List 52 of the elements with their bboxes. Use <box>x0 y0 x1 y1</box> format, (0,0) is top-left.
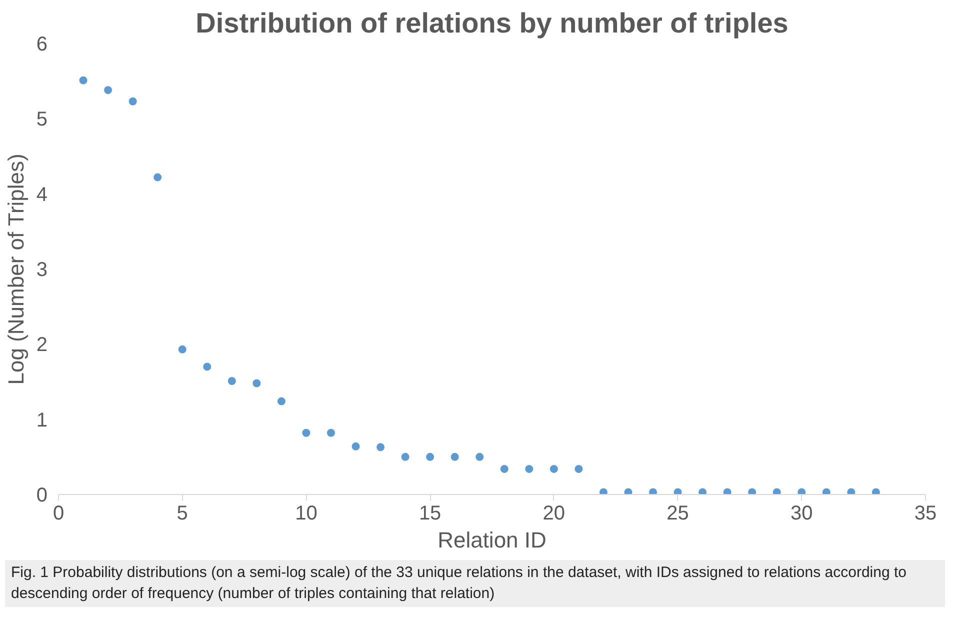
y-tick-label: 0 <box>36 484 48 506</box>
x-tick-label: 10 <box>295 502 318 524</box>
point <box>649 488 658 494</box>
point <box>252 379 261 388</box>
point <box>772 488 781 494</box>
y-axis-title: Log (Number of Triples) <box>3 154 28 385</box>
chart-title: Distribution of relations by number of triples <box>196 8 788 38</box>
point <box>624 488 632 494</box>
point <box>128 97 137 106</box>
point <box>574 464 583 473</box>
point <box>352 442 360 450</box>
point <box>401 452 410 461</box>
point <box>723 488 732 494</box>
y-tick-label: 5 <box>36 108 48 131</box>
point <box>872 488 880 494</box>
x-tick-label: 15 <box>418 502 442 524</box>
point <box>674 488 682 494</box>
caption: Fig. 1 Probability distributions (on a semi-log scale) of the 33 unique relations in the dataset, with IDs assigned to relations according to descending order of frequency (number of triples containing that relation) <box>11 563 908 604</box>
y-tick-label: 3 <box>36 259 48 281</box>
x-axis-title: Relation ID <box>438 528 546 552</box>
point <box>599 488 608 494</box>
x-tick-label: 20 <box>542 502 566 524</box>
y-tick-label: 1 <box>36 409 48 432</box>
point <box>277 397 286 406</box>
point <box>550 464 558 473</box>
point <box>302 428 310 437</box>
point <box>822 488 830 494</box>
point <box>450 452 459 461</box>
point <box>698 488 707 494</box>
x-tick-label: 0 <box>52 502 64 524</box>
point <box>376 443 385 452</box>
point <box>525 464 534 473</box>
point <box>79 76 88 84</box>
point <box>500 464 508 473</box>
x-tick-label: 25 <box>666 502 689 524</box>
x-tick-label: 35 <box>914 502 937 524</box>
point <box>326 428 335 437</box>
point <box>178 345 186 354</box>
point <box>748 488 756 494</box>
point <box>228 377 236 385</box>
y-tick-label: 2 <box>36 334 48 356</box>
x-tick-label: 30 <box>790 502 813 524</box>
point <box>104 86 112 94</box>
x-tick-label: 5 <box>176 502 188 524</box>
y-tick-label: 4 <box>36 184 48 206</box>
point <box>476 452 484 461</box>
point <box>847 488 856 494</box>
point <box>798 488 806 494</box>
point <box>426 452 434 461</box>
point <box>154 173 162 182</box>
y-tick-label: 6 <box>36 34 48 56</box>
point <box>203 362 212 371</box>
